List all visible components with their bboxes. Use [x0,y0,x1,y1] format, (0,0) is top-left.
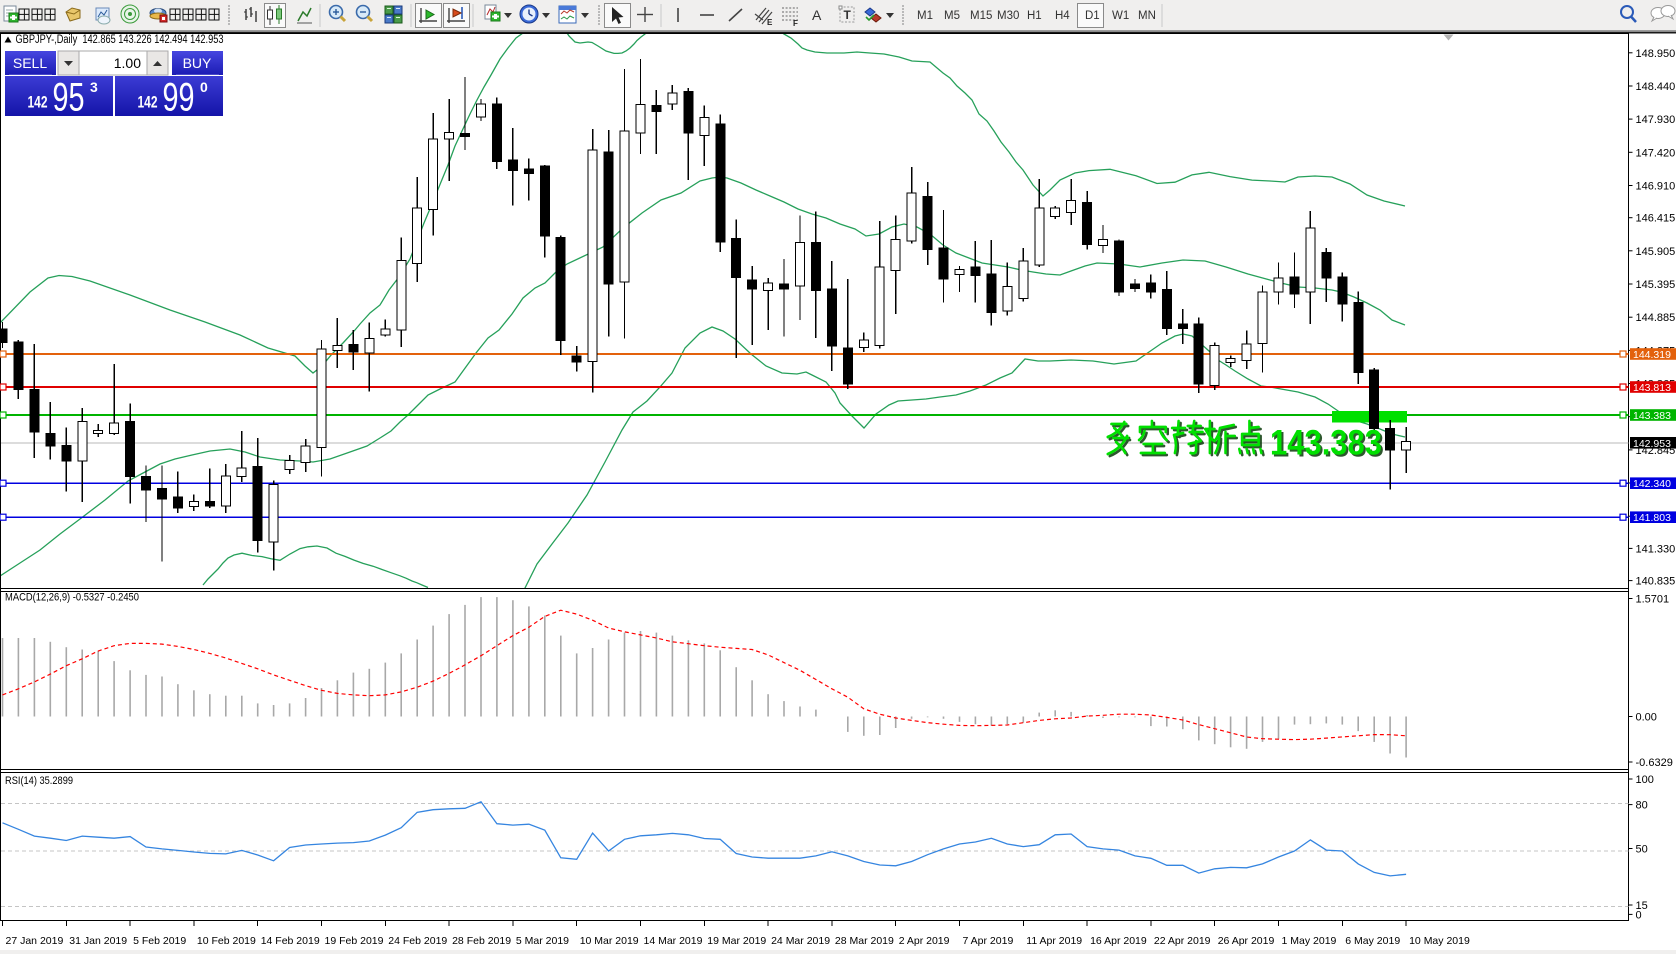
svg-text:148.950: 148.950 [1636,48,1676,60]
svg-text:22 Apr 2019: 22 Apr 2019 [1154,935,1211,947]
svg-text:147.930: 147.930 [1636,114,1676,126]
svg-text:144.319: 144.319 [1633,349,1671,361]
svg-text:MACD(12,26,9) -0.5327 -0.2450: MACD(12,26,9) -0.5327 -0.2450 [5,592,139,604]
svg-text:143.383: 143.383 [1270,424,1382,463]
svg-text:24 Mar 2019: 24 Mar 2019 [771,935,830,947]
svg-text:28 Mar 2019: 28 Mar 2019 [835,935,894,947]
svg-text:T: T [844,8,852,22]
svg-text:99: 99 [163,76,195,120]
svg-text:141.330: 141.330 [1636,543,1676,555]
svg-text:24 Feb 2019: 24 Feb 2019 [388,935,447,947]
svg-text:1.00: 1.00 [114,55,141,71]
svg-text:143.383: 143.383 [1633,410,1671,422]
svg-text:142.953: 142.953 [1633,438,1671,450]
svg-text:26 Apr 2019: 26 Apr 2019 [1218,935,1275,947]
svg-text:0: 0 [1636,909,1642,921]
svg-text:5 Feb 2019: 5 Feb 2019 [133,935,186,947]
svg-text:5 Mar 2019: 5 Mar 2019 [516,935,569,947]
svg-text:D1: D1 [1085,10,1100,22]
svg-text:SELL: SELL [13,55,47,71]
svg-text:GBPJPY-,Daily 142.865 143.226: GBPJPY-,Daily 142.865 143.226 142.494 14… [16,34,224,46]
svg-text:H4: H4 [1055,10,1070,22]
svg-text:148.440: 148.440 [1636,81,1676,93]
svg-text:146.910: 146.910 [1636,181,1676,193]
svg-text:7 Apr 2019: 7 Apr 2019 [963,935,1014,947]
svg-text:146.415: 146.415 [1636,213,1676,225]
svg-text:0: 0 [200,79,208,95]
svg-text:BUY: BUY [183,55,212,71]
svg-text:W1: W1 [1112,10,1129,22]
svg-text:11 Apr 2019: 11 Apr 2019 [1026,935,1082,947]
svg-text:143.813: 143.813 [1633,382,1671,394]
svg-text:80: 80 [1636,800,1648,812]
svg-text:15: 15 [1636,900,1648,912]
svg-text:M1: M1 [917,10,933,22]
svg-text:143.383: 143.383 [1272,426,1384,465]
svg-text:142.340: 142.340 [1633,478,1671,490]
svg-text:10 Feb 2019: 10 Feb 2019 [197,935,256,947]
svg-text:2 Apr 2019: 2 Apr 2019 [899,935,950,947]
svg-text:145.395: 145.395 [1636,279,1676,291]
svg-text:16 Apr 2019: 16 Apr 2019 [1090,935,1147,947]
svg-text:1 May 2019: 1 May 2019 [1282,935,1337,947]
svg-text:3: 3 [90,79,98,95]
svg-text:100: 100 [1636,774,1654,786]
svg-text:19 Feb 2019: 19 Feb 2019 [325,935,384,947]
svg-text:M15: M15 [970,10,992,22]
svg-text:10 Mar 2019: 10 Mar 2019 [580,935,639,947]
svg-text:144.885: 144.885 [1636,312,1676,324]
svg-text:0.00: 0.00 [1636,712,1657,724]
svg-text:10 May 2019: 10 May 2019 [1409,935,1470,947]
svg-text:RSI(14) 35.2899: RSI(14) 35.2899 [5,775,73,787]
svg-text:MN: MN [1138,10,1156,22]
svg-text:147.420: 147.420 [1636,147,1676,159]
svg-text:50: 50 [1636,844,1648,856]
svg-text:-0.6329: -0.6329 [1636,757,1673,769]
svg-text:E: E [767,18,773,27]
svg-text:142: 142 [28,93,48,112]
svg-text:14 Mar 2019: 14 Mar 2019 [644,935,703,947]
svg-text:95: 95 [53,76,85,120]
svg-text:140.835: 140.835 [1636,576,1676,588]
svg-text:A: A [812,7,822,23]
svg-text:145.905: 145.905 [1636,246,1676,258]
svg-text:19 Mar 2019: 19 Mar 2019 [707,935,766,947]
svg-text:27 Jan 2019: 27 Jan 2019 [6,935,64,947]
svg-text:M30: M30 [997,10,1019,22]
svg-text:H1: H1 [1027,10,1042,22]
svg-text:142: 142 [138,93,158,112]
svg-text:14 Feb 2019: 14 Feb 2019 [261,935,320,947]
svg-text:1.5701: 1.5701 [1636,594,1670,606]
svg-text:F: F [793,19,798,28]
svg-text:28 Feb 2019: 28 Feb 2019 [452,935,511,947]
svg-text:6 May 2019: 6 May 2019 [1345,935,1400,947]
svg-text:31 Jan 2019: 31 Jan 2019 [69,935,127,947]
svg-text:M5: M5 [944,10,960,22]
svg-text:141.803: 141.803 [1633,512,1671,524]
